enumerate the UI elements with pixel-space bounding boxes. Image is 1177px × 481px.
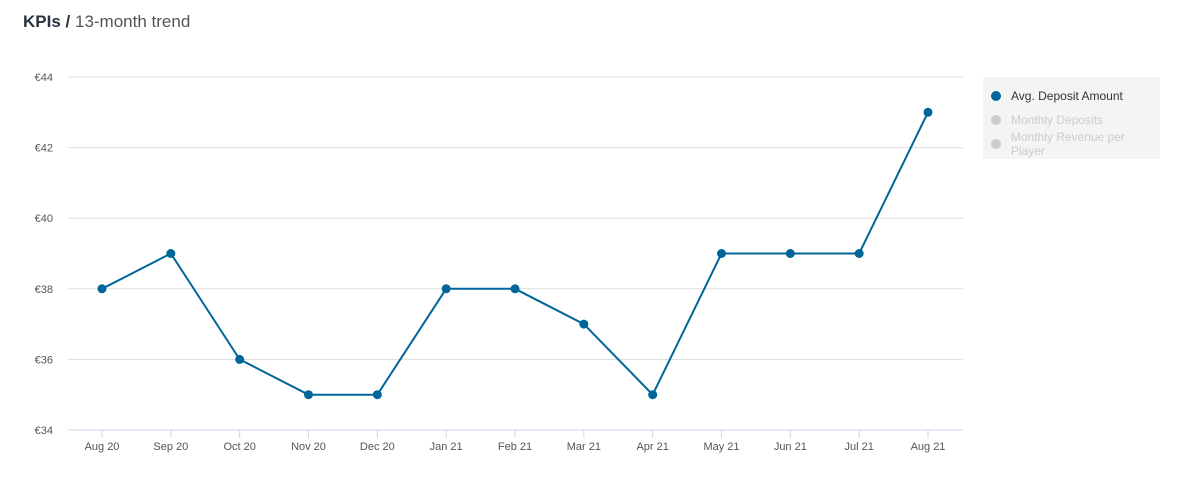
series-line (101, 111, 929, 397)
x-tick-label: Jan 21 (430, 441, 463, 453)
x-tick-label: Oct 20 (223, 441, 255, 453)
legend-dot-icon (991, 115, 1001, 125)
data-point (648, 390, 658, 400)
y-tick-label: €42 (35, 143, 53, 155)
x-tick-label: Aug 21 (911, 441, 946, 453)
data-point (441, 284, 451, 294)
data-point (304, 390, 313, 400)
y-tick-label: €44 (35, 72, 53, 84)
data-point (579, 319, 589, 329)
x-tick-label: Dec 20 (360, 441, 395, 453)
x-tick-label: Nov 20 (291, 441, 326, 453)
y-tick-label: €38 (35, 284, 53, 296)
data-point (372, 390, 382, 400)
y-tick-label: €34 (35, 425, 53, 437)
data-point (923, 107, 933, 117)
legend-item[interactable]: Avg. Deposit Amount (983, 84, 1160, 108)
legend-dot-icon (991, 139, 1001, 149)
legend-label: Monthly Deposits (1011, 113, 1104, 127)
data-point (717, 249, 726, 258)
x-tick-label: Sep 20 (153, 441, 188, 453)
data-point (166, 249, 176, 258)
legend-label: Avg. Deposit Amount (1011, 89, 1123, 103)
data-point (854, 249, 864, 258)
legend: Avg. Deposit Amount Monthly Deposits Month… (983, 77, 1160, 159)
x-tick-label: Aug 20 (85, 441, 120, 453)
title-subtitle: 13-month trend (74, 12, 191, 31)
x-tick-label: Mar 21 (567, 441, 601, 453)
data-point (785, 249, 795, 258)
x-tick-label: Jun 21 (774, 441, 807, 453)
x-tick-label: Apr 21 (636, 441, 668, 453)
legend-item[interactable]: Monthly Deposits (983, 108, 1160, 132)
x-tick-label: Jul 21 (844, 441, 873, 453)
y-tick-label: €40 (35, 213, 53, 225)
page-title: KPIs / 13-month trend (23, 12, 190, 32)
legend-dot-icon (991, 91, 1001, 101)
title-bold: KPIs / (23, 12, 71, 31)
data-point (235, 354, 245, 364)
data-point (510, 284, 520, 294)
y-tick-label: €36 (35, 354, 53, 366)
x-tick-label: Feb 21 (498, 441, 532, 453)
x-tick-label: May 21 (703, 441, 739, 453)
legend-item[interactable]: Monthly Revenue per Player (983, 130, 1160, 158)
legend-label: Monthly Revenue per Player (1010, 130, 1125, 158)
data-point (97, 284, 107, 294)
